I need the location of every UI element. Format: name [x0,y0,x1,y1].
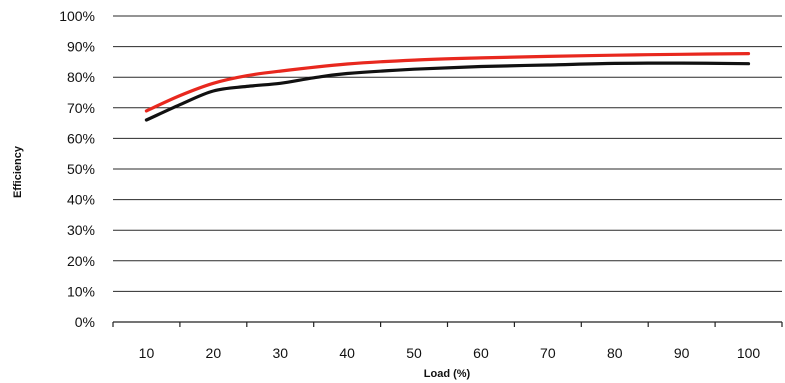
x-tick-label: 70 [540,345,556,361]
y-tick-label: 30% [67,222,95,238]
x-tick-label: 80 [607,345,623,361]
x-axis-title: Load (%) [424,368,471,380]
x-tick-label: 30 [272,345,288,361]
x-tick-label: 20 [206,345,222,361]
x-tick-label: 60 [473,345,489,361]
y-axis-title: Efficiency [12,145,24,198]
series-line-red [144,52,751,113]
y-tick-label: 100% [59,8,95,24]
y-tick-labels: 0% 10% 20% 30% 40% 50% 60% 70% 80% 90% 100% [59,8,95,330]
y-tick-label: 50% [67,161,95,177]
y-tick-label: 40% [67,192,95,208]
y-tick-label: 20% [67,253,95,269]
x-tick-label: 40 [339,345,355,361]
gridlines [113,15,782,292]
y-tick-label: 90% [67,39,95,55]
y-tick-label: 80% [67,69,95,85]
x-tick-marks [112,322,783,327]
x-tick-label: 10 [139,345,155,361]
x-tick-label: 50 [406,345,422,361]
y-tick-label: 60% [67,130,95,146]
y-tick-label: 10% [67,283,95,299]
series-line-black [144,61,751,122]
x-tick-labels: 10 20 30 40 50 60 70 80 90 100 [139,345,761,361]
x-tick-label: 100 [737,345,761,361]
x-tick-label: 90 [674,345,690,361]
y-tick-label: 0% [75,314,95,330]
y-tick-label: 70% [67,100,95,116]
series-lines [144,52,751,122]
